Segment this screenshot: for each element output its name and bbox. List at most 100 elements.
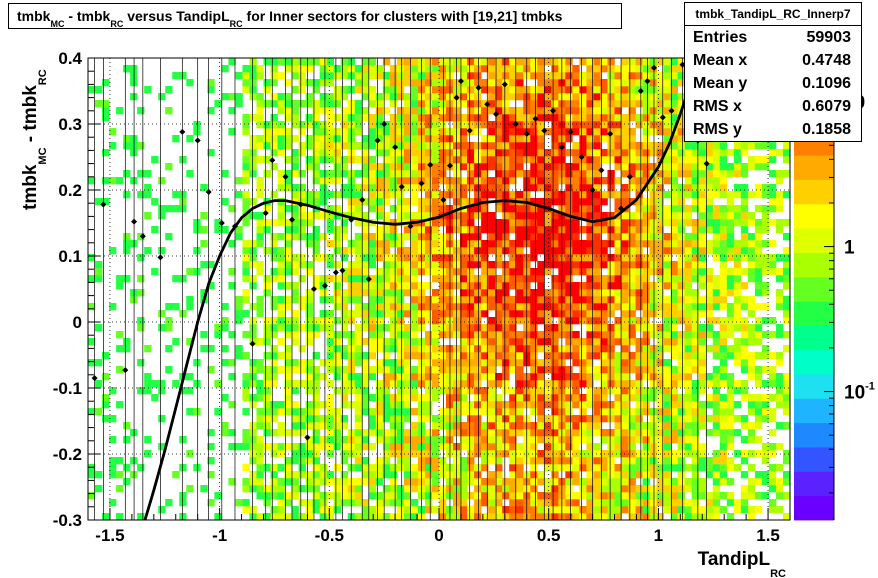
heatmap-cell — [670, 415, 678, 423]
heatmap-cell — [158, 387, 166, 395]
heatmap-cell — [277, 513, 285, 521]
heatmap-cell — [305, 401, 313, 409]
heatmap-cell — [593, 394, 601, 402]
heatmap-cell — [354, 324, 363, 332]
heatmap-cell — [635, 219, 643, 227]
heatmap-cell — [431, 177, 440, 185]
heatmap-cell — [375, 254, 384, 262]
heatmap-cell — [116, 331, 124, 339]
profile-point — [644, 58, 651, 520]
heatmap-cell — [263, 499, 271, 507]
heatmap-cell — [495, 282, 503, 290]
heatmap-cell — [242, 506, 250, 514]
heatmap-cell — [600, 156, 608, 164]
heatmap-cell — [291, 513, 299, 521]
heatmap-cell — [439, 422, 447, 430]
heatmap-cell — [544, 436, 552, 444]
heatmap-cell — [396, 429, 405, 437]
heatmap-cell — [544, 254, 552, 262]
heatmap-cell — [614, 331, 622, 339]
heatmap-cell — [579, 58, 587, 66]
heatmap-cell — [719, 415, 728, 423]
heatmap-cell — [656, 331, 664, 339]
heatmap-cell — [481, 121, 489, 129]
heatmap-cell — [123, 436, 131, 444]
heatmap-cell — [151, 394, 159, 402]
heatmap-cell — [403, 338, 412, 346]
heatmap-cell — [530, 296, 538, 304]
heatmap-cell — [396, 492, 405, 500]
heatmap-cell — [614, 275, 622, 283]
heatmap-cell — [593, 226, 601, 234]
heatmap-cell — [537, 387, 545, 395]
heatmap-cell — [410, 149, 419, 157]
heatmap-cell — [761, 492, 770, 500]
heatmap-cell — [642, 408, 650, 416]
heatmap-cell — [200, 289, 208, 297]
heatmap-cell — [368, 471, 377, 479]
heatmap-cell — [396, 331, 405, 339]
heatmap-cell — [249, 373, 257, 381]
heatmap-cell — [410, 261, 419, 269]
heatmap-cell — [488, 380, 496, 388]
heatmap-cell — [670, 513, 678, 521]
heatmap-cell — [516, 366, 524, 374]
heatmap-cell — [284, 247, 292, 255]
heatmap-cell — [460, 268, 468, 276]
heatmap-cell — [284, 107, 292, 115]
heatmap-cell — [537, 345, 545, 353]
heatmap-cell — [263, 86, 271, 94]
heatmap-cell — [551, 114, 559, 122]
heatmap-cell — [747, 366, 756, 374]
heatmap-cell — [242, 72, 250, 80]
heatmap-cell — [516, 338, 524, 346]
heatmap-cell — [642, 513, 650, 521]
heatmap-cell — [551, 415, 559, 423]
heatmap-cell — [361, 443, 370, 451]
heatmap-cell — [516, 58, 524, 66]
heatmap-cell — [431, 72, 440, 80]
heatmap-cell — [593, 212, 601, 220]
heatmap-cell — [684, 331, 693, 339]
heatmap-cell — [312, 198, 320, 206]
heatmap-cell — [375, 457, 384, 465]
heatmap-cell — [551, 485, 559, 493]
heatmap-cell — [628, 107, 636, 115]
heatmap-cell — [593, 170, 601, 178]
heatmap-cell — [319, 359, 327, 367]
heatmap-cell — [277, 429, 285, 437]
heatmap-cell — [270, 324, 278, 332]
heatmap-cell — [726, 289, 735, 297]
heatmap-cell — [424, 268, 433, 276]
stats-label: RMS x — [693, 98, 742, 115]
title-subscript: RC — [229, 19, 243, 29]
heatmap-cell — [410, 310, 419, 318]
heatmap-cell — [474, 149, 482, 157]
y-tick-label: 0.4 — [58, 49, 82, 68]
heatmap-cell — [481, 177, 489, 185]
heatmap-cell — [410, 93, 419, 101]
heatmap-cell — [698, 303, 707, 311]
heatmap-cell — [368, 408, 377, 416]
profile-marker — [398, 183, 405, 190]
heatmap-cell — [600, 79, 608, 87]
heatmap-cell — [649, 457, 657, 465]
heatmap-cell — [565, 506, 573, 514]
heatmap-cell — [537, 303, 545, 311]
heatmap-cell — [572, 394, 580, 402]
heatmap-cell — [467, 317, 475, 325]
heatmap-cell — [488, 506, 496, 514]
heatmap-cell — [656, 219, 664, 227]
heatmap-cell — [712, 289, 721, 297]
heatmap-cell — [361, 387, 370, 395]
heatmap-cell — [586, 254, 594, 262]
heatmap-cell — [516, 457, 524, 465]
heatmap-cell — [656, 100, 664, 108]
heatmap-cell — [396, 506, 405, 514]
heatmap-cell — [488, 261, 496, 269]
heatmap-cell — [186, 79, 194, 87]
heatmap-cell — [431, 100, 440, 108]
heatmap-cell — [586, 198, 594, 206]
heatmap-cell — [228, 478, 236, 486]
heatmap-cell — [312, 401, 320, 409]
